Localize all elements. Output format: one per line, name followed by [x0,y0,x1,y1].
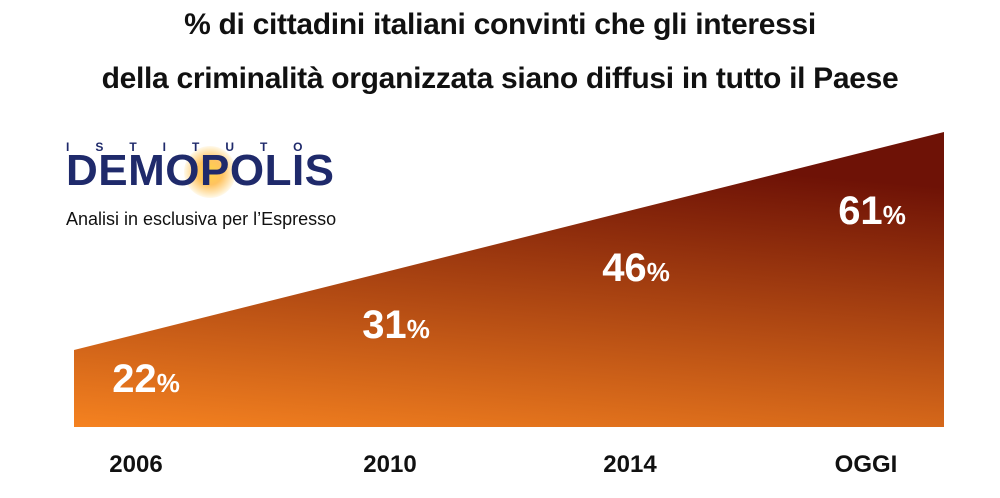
value-label: 31% [362,303,430,347]
x-tick-label: 2010 [363,451,416,478]
x-tick-label: 2014 [603,451,657,478]
x-tick-label: OGGI [835,451,898,478]
title-line-1: % di cittadini italiani convinti che gli… [184,8,816,41]
x-tick-label: 2006 [109,451,162,478]
subtitle: Analisi in esclusiva per l’Espresso [66,209,337,229]
value-label: 22% [112,357,180,401]
logo-main-word: DEMOPOLIS [66,146,335,195]
logo-top-word: ISTITUTO [66,140,329,154]
title-line-2: della criminalità organizzata siano diff… [101,62,899,95]
sun-logo-icon [184,146,236,198]
area-fill [74,132,944,427]
value-label: 46% [602,246,670,290]
value-label: 61% [838,189,906,233]
